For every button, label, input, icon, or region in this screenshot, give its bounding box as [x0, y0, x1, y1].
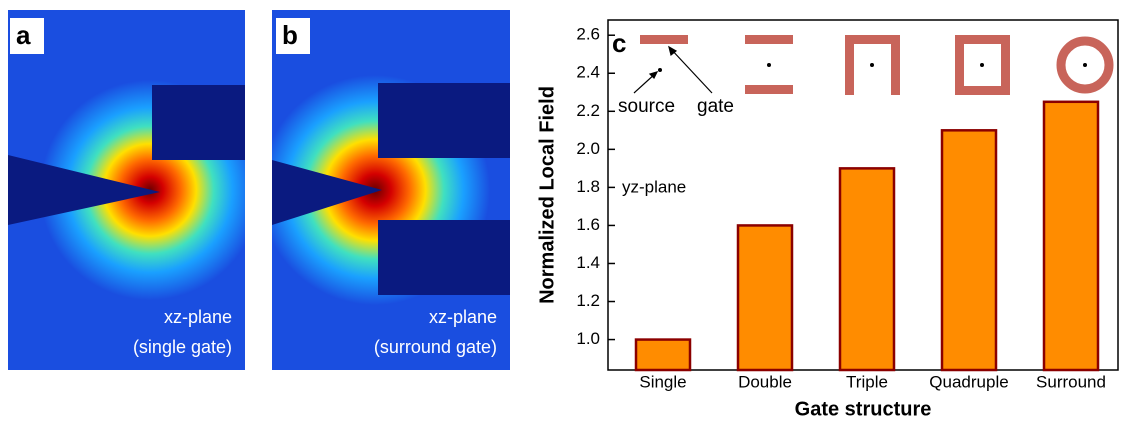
- bar: [738, 225, 792, 370]
- annotation: yz-plane: [622, 177, 686, 196]
- y-tick-label: 1.4: [576, 253, 600, 272]
- caption: xz-plane: [164, 307, 232, 327]
- y-tick-label: 2.2: [576, 101, 600, 120]
- bar: [942, 130, 996, 370]
- x-tick-label: Single: [639, 372, 686, 391]
- dot: [658, 68, 662, 72]
- caption: (surround gate): [374, 337, 497, 357]
- panel-a: a xz-plane (single gate): [8, 10, 245, 370]
- bar: [636, 340, 690, 370]
- icon: [745, 35, 793, 44]
- x-tick-label: Surround: [1036, 372, 1106, 391]
- y-tick-label: 2.4: [576, 63, 600, 82]
- y-tick-label: 1.8: [576, 177, 600, 196]
- figure: a xz-plane (single gate) b xz-plane (sur…: [0, 0, 1138, 424]
- caption: xz-plane: [429, 307, 497, 327]
- gate-icons: [640, 35, 1109, 95]
- panel-b: b xz-plane (surround gate): [272, 10, 510, 370]
- dot: [870, 63, 874, 67]
- icon: [640, 35, 688, 44]
- x-tick-label: Triple: [846, 372, 888, 391]
- dot: [767, 63, 771, 67]
- y-tick-label: 1.0: [576, 329, 600, 348]
- dot: [980, 63, 984, 67]
- panel-label: c: [612, 28, 626, 58]
- y-tick-label: 2.0: [576, 139, 600, 158]
- icon: [745, 85, 793, 94]
- gate: [152, 85, 245, 160]
- source-dots: [658, 63, 1087, 72]
- panel-label: b: [282, 20, 298, 50]
- bar: [1044, 102, 1098, 370]
- gate: [378, 83, 510, 158]
- x-tick-label: Double: [738, 372, 792, 391]
- caption: (single gate): [133, 337, 232, 357]
- x-tick-label: Quadruple: [929, 372, 1008, 391]
- bar: [840, 168, 894, 370]
- arrow: [670, 48, 712, 93]
- panel-c: c source gate yz-plane Gate structure No…: [536, 20, 1118, 420]
- y-tick-label: 2.6: [576, 25, 600, 44]
- y-axis-label: Normalized Local Field: [536, 86, 558, 304]
- panel-label: a: [16, 20, 31, 50]
- y-tick-label: 1.6: [576, 215, 600, 234]
- page: a xz-plane (single gate) b xz-plane (sur…: [0, 0, 1138, 424]
- gate: [378, 220, 510, 295]
- y-tick-label: 1.2: [576, 291, 600, 310]
- arrows: [634, 47, 712, 93]
- dot: [1083, 63, 1087, 67]
- annotation: gate: [697, 96, 734, 117]
- annotation: source: [618, 96, 675, 117]
- x-axis-label: Gate structure: [795, 398, 932, 420]
